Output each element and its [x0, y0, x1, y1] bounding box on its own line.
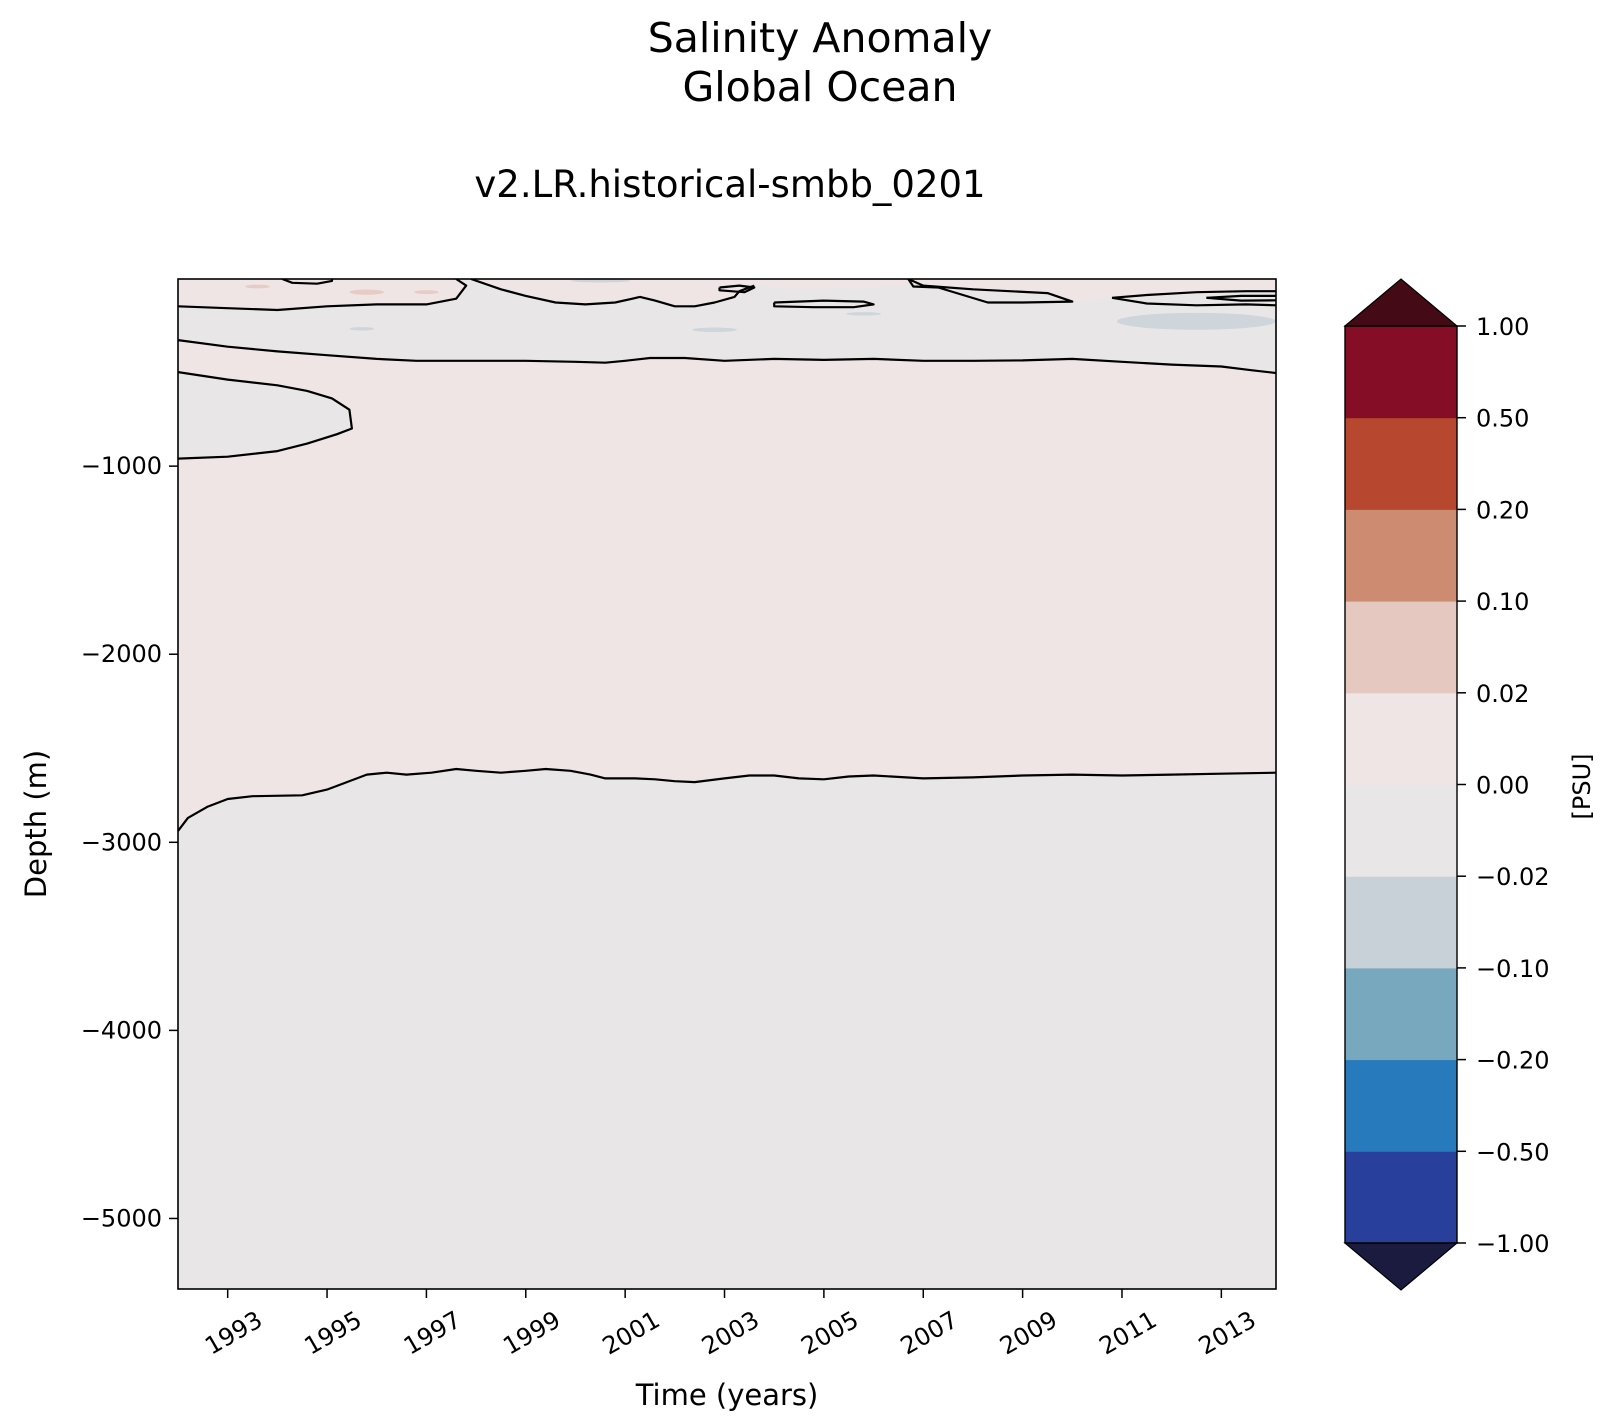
x-tick-label-1993: 1993	[200, 1306, 267, 1361]
y-tick-label--2000: −2000	[81, 640, 162, 668]
fill-patch-positive-1	[245, 284, 270, 289]
contour-line-5	[470, 279, 755, 308]
colorbar-segment-3	[1345, 876, 1457, 969]
colorbar-tick-label-2: −0.20	[1476, 1047, 1550, 1075]
x-tick-label-2009: 2009	[995, 1306, 1062, 1361]
contour-line-12	[1206, 294, 1276, 299]
colorbar-segment-0	[1345, 1151, 1457, 1244]
fill-patch-negative-1	[349, 327, 375, 331]
y-tick-label--4000: −4000	[81, 1016, 162, 1044]
colorbar-segment-8	[1345, 417, 1457, 510]
x-tick-label-1995: 1995	[300, 1306, 367, 1361]
contour-lines-group	[178, 279, 1276, 832]
colorbar-segment-5	[1345, 692, 1457, 785]
fill-region-positive-band	[178, 340, 1276, 831]
figure-title-line-1: Salinity Anomaly	[647, 14, 993, 62]
contour-line-1	[178, 767, 1276, 832]
fill-patch-positive-2	[349, 289, 385, 295]
colorbar-tick-label-8: 0.20	[1476, 496, 1529, 524]
fill-region-positive-surface-3	[754, 279, 909, 290]
fill-patch-positive-3	[413, 290, 439, 295]
x-tick-label-2005: 2005	[796, 1306, 863, 1361]
y-tick-label--1000: −1000	[81, 452, 162, 480]
x-tick-label-1999: 1999	[498, 1306, 565, 1361]
fill-patch-negative-4	[570, 279, 631, 283]
contour-line-4	[178, 279, 468, 312]
contour-line-11	[1111, 296, 1276, 307]
contour-line-7	[718, 284, 756, 294]
colorbar-tick-label-1: −0.50	[1476, 1138, 1550, 1166]
colorbar-tick-label-7: 0.10	[1476, 588, 1529, 616]
fill-patch-negative-2	[692, 327, 737, 333]
x-tick-label-2007: 2007	[896, 1306, 963, 1361]
colorbar-tick-label-4: −0.02	[1476, 863, 1550, 891]
colorbar-segment-1	[1345, 1059, 1457, 1152]
y-axis-label: Depth (m)	[19, 750, 53, 898]
plot-fill-group	[178, 279, 1276, 1289]
x-axis-label: Time (years)	[635, 1378, 819, 1412]
contour-line-13	[1206, 296, 1276, 302]
contour-line-3	[178, 339, 1276, 375]
contour-line-9	[907, 279, 1074, 304]
colorbar-segment-9	[1345, 326, 1457, 419]
x-tick-label-1997: 1997	[399, 1306, 466, 1361]
figure-title-line-2: Global Ocean	[682, 63, 958, 111]
colorbar-tick-label-5: 0.00	[1476, 772, 1529, 800]
colorbar-segment-4	[1345, 784, 1457, 877]
fill-region-positive-surface-4	[908, 279, 1276, 302]
colorbar-tick-label-6: 0.02	[1476, 680, 1529, 708]
x-tick-label-2003: 2003	[697, 1306, 764, 1361]
figure-subtitle: v2.LR.historical-smbb_0201	[474, 163, 986, 206]
y-tick-label--3000: −3000	[81, 828, 162, 856]
colorbar-segment-7	[1345, 509, 1457, 602]
contour-line-10	[1111, 290, 1276, 299]
colorbar-label: [PSU]	[1568, 754, 1596, 820]
fill-patch-negative-3	[846, 312, 882, 316]
contour-line-2	[178, 371, 353, 460]
colorbar-tick-label-0: −1.00	[1476, 1230, 1550, 1258]
plot-frame	[177, 278, 1277, 1290]
colorbar-extend-under	[1343, 1242, 1459, 1291]
contour-line-8	[773, 299, 875, 309]
colorbar-segment-6	[1345, 601, 1457, 694]
contour-line-6	[281, 279, 334, 285]
fill-patch-negative-5	[1117, 312, 1276, 330]
fill-region-positive-surface-2	[471, 279, 755, 307]
x-tick-label-2013: 2013	[1194, 1306, 1261, 1361]
colorbar-tick-label-9: 0.50	[1476, 405, 1529, 433]
fill-region-negative-lens	[178, 372, 352, 459]
colorbar-tick-label-3: −0.10	[1476, 955, 1550, 983]
colorbar-extend-over	[1343, 278, 1459, 327]
y-tick-label--5000: −5000	[81, 1204, 162, 1232]
x-tick-label-2001: 2001	[598, 1306, 665, 1361]
colorbar-segment-2	[1345, 967, 1457, 1061]
colorbar-tick-label-10: 1.00	[1476, 313, 1529, 341]
x-tick-label-2011: 2011	[1095, 1306, 1162, 1361]
